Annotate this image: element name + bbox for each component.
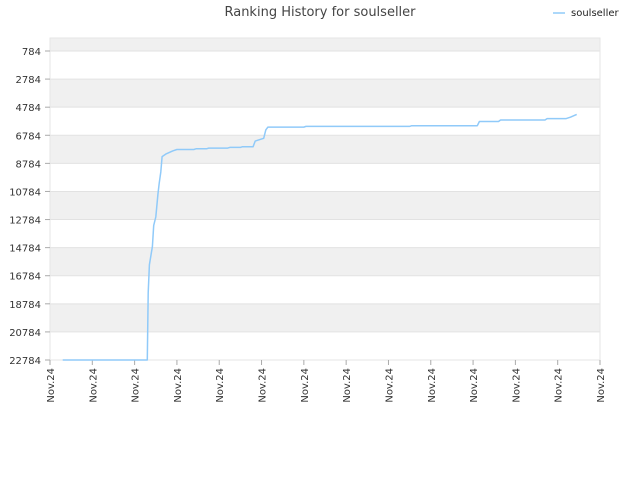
grid-band: [50, 51, 600, 80]
legend[interactable]: soulseller: [553, 8, 620, 19]
x-tick-label: Nov.24: [554, 368, 565, 403]
x-tick-label: Nov.24: [173, 368, 184, 403]
x-tick-label: Nov.24: [131, 368, 142, 403]
grid-band: [50, 79, 600, 108]
legend-label: soulseller: [571, 8, 620, 19]
y-tick-label: 14784: [9, 244, 41, 255]
series-line-soulseller: [62, 113, 578, 361]
x-tick-label: Nov.24: [511, 368, 522, 403]
x-tick-label: Nov.24: [46, 368, 57, 403]
grid-band: [50, 303, 600, 332]
y-tick-label: 6784: [16, 131, 41, 142]
y-tick-label: 4784: [16, 103, 41, 114]
x-tick-label: Nov.24: [342, 368, 353, 403]
y-tick-label: 2784: [16, 75, 41, 86]
y-tick-label: 784: [22, 47, 41, 58]
y-tick-label: 16784: [9, 272, 41, 283]
grid-band: [50, 38, 600, 51]
grid-band: [50, 135, 600, 164]
series-layer: [62, 113, 578, 361]
y-tick-label: 22784: [9, 356, 41, 367]
x-tick-label: Nov.24: [88, 368, 99, 403]
x-tick-label: Nov.24: [215, 368, 226, 403]
y-tick-label: 10784: [9, 187, 41, 198]
x-tick-label: Nov.24: [384, 368, 395, 403]
grid-band: [50, 191, 600, 220]
chart-title: Ranking History for soulseller: [224, 5, 416, 20]
y-tick-label: 12784: [9, 216, 41, 227]
grid-band: [50, 163, 600, 192]
plot-bands: [49, 37, 601, 361]
x-tick-label: Nov.24: [596, 368, 607, 403]
x-axis: Nov.24 Nov.24 Nov.24 Nov.24 Nov.24 Nov.24 Nov.…: [46, 360, 607, 403]
y-tick-label: 18784: [9, 300, 41, 311]
grid-band: [50, 247, 600, 276]
grid-band: [50, 331, 600, 360]
y-tick-label: 8784: [16, 159, 41, 170]
y-tick-label: 20784: [9, 328, 41, 339]
grid-band: [50, 107, 600, 136]
x-tick-label: Nov.24: [258, 368, 269, 403]
grid-band: [50, 275, 600, 304]
x-tick-label: Nov.24: [427, 368, 438, 403]
plot-border: [49, 37, 601, 361]
grid-band: [50, 219, 600, 248]
x-tick-label: Nov.24: [469, 368, 480, 403]
y-axis: 784 2784 4784 6784 8784 10784 12784 14784 16784 1…: [9, 47, 50, 367]
x-tick-label: Nov.24: [300, 368, 311, 403]
